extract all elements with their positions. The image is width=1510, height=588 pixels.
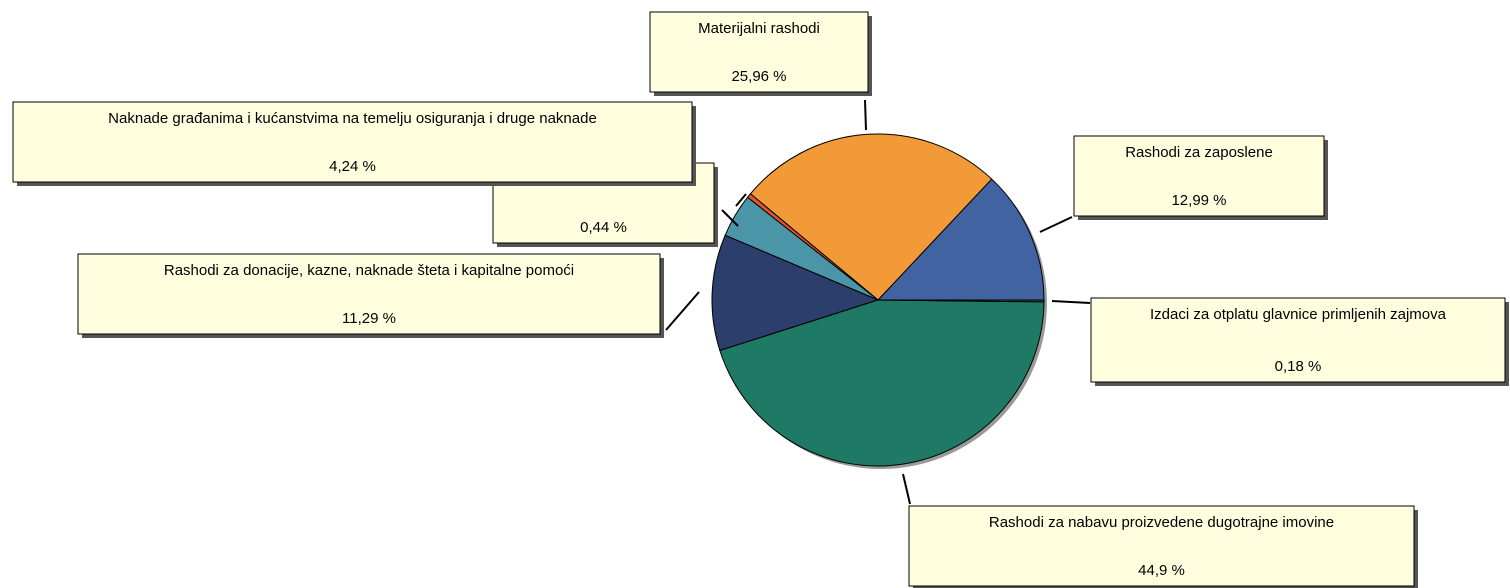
slice-label: Izdaci za otplatu glavnice primljenih za… [1150, 306, 1447, 323]
slice-label: Rashodi za zaposlene [1125, 144, 1273, 161]
slice-label: Rashodi za nabavu proizvedene dugotrajne… [989, 514, 1334, 531]
label-box [908, 505, 1415, 587]
value-label: 44,9 % [1138, 562, 1185, 579]
label-box [1073, 135, 1325, 217]
label-box [77, 253, 661, 335]
pie-slice [719, 299, 1045, 467]
leader-line [735, 193, 747, 207]
pie-slice [711, 234, 880, 352]
pie-slice [749, 133, 993, 301]
value-label: 25,96 % [731, 68, 786, 85]
leader-line [864, 99, 867, 131]
pie-slice [876, 178, 1045, 301]
label-box [12, 101, 693, 183]
leader-line [721, 209, 739, 227]
value-label: 4,24 % [329, 158, 376, 175]
leader-line [1051, 300, 1091, 304]
label-box [649, 11, 869, 93]
leader-line [1039, 216, 1073, 233]
value-label: 0,18 % [1275, 358, 1322, 375]
value-label: 12,99 % [1171, 192, 1226, 209]
slice-label: Rashodi za donacije, kazne, naknade štet… [164, 262, 574, 279]
value-label: 11,29 % [342, 310, 396, 327]
leader-line [902, 473, 911, 505]
label-box [1090, 297, 1506, 383]
leader-line [665, 291, 700, 331]
pie-slice [877, 299, 1045, 303]
value-label: 0,44 % [580, 219, 627, 236]
slice-label: Naknade građanima i kućanstvima na temel… [108, 110, 597, 127]
slice-label: Materijalni rashodi [698, 20, 820, 37]
